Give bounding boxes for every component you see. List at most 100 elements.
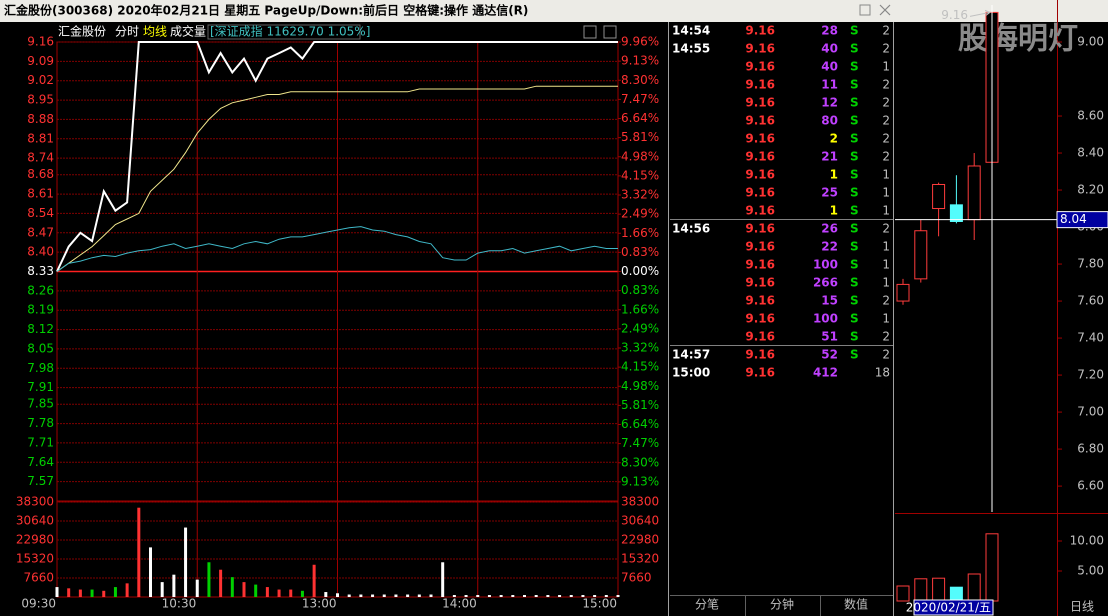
volume-bar [184,527,188,597]
daily-y-tick-label: 7.60 [1077,294,1104,308]
high-arrow [969,9,992,17]
maximize-button[interactable] [859,4,871,16]
y2-tick-label: 3.32% [621,341,659,355]
menu-button[interactable] [603,25,617,39]
volume-bar [581,595,585,597]
header-tab: 成交量 [170,24,206,39]
volume-bar [113,587,117,597]
trade-volume: 51 [821,330,838,344]
daily-y-tick-label: 7.40 [1077,331,1104,345]
trade-side: S [850,330,859,344]
trade-side: S [850,204,859,218]
volume-bar [90,589,94,597]
volume-bar [336,593,339,597]
trade-time: 14:56 [672,222,710,236]
volume-bar [300,590,304,597]
volume-bar [207,562,211,597]
trade-side: S [850,24,859,38]
trade-price: 9.16 [745,276,775,290]
tab[interactable]: 分笔 [695,597,719,612]
trade-price: 9.16 [745,60,775,74]
trade-price: 9.16 [745,222,775,236]
trade-side: S [850,114,859,128]
y2-tick-label: 4.15% [621,168,659,182]
volume-tick-label: 7660 [23,571,54,585]
volume-bar [499,595,503,597]
y2-tick-label: 4.15% [621,360,659,374]
volume-tick-label: 22980 [16,533,54,547]
trade-volume: 100 [813,312,838,326]
trade-count: 1 [882,258,890,272]
volume-bar [324,592,328,597]
volume-bar [55,587,59,597]
daily-volume-bar [914,578,928,602]
volume-tick-label-right: 38300 [621,495,659,509]
trade-volume: 412 [813,366,838,380]
trade-side: S [850,312,859,326]
candle-body [967,165,981,221]
y-tick-label: 8.33 [27,264,54,278]
trade-volume: 52 [821,348,838,362]
tab[interactable]: 数值 [844,597,868,612]
y-tick-label: 8.19 [27,303,54,317]
volume-bar [604,595,608,597]
daily-volume-bar [967,573,981,602]
y-tick-label: 8.47 [27,225,54,239]
y2-tick-label: 1.66% [621,302,659,316]
period-label: 日线 [1070,600,1094,614]
trade-price: 9.16 [745,78,775,92]
volume-bar [452,595,456,597]
trade-volume: 22 [821,240,838,254]
volume-bar [464,595,468,597]
trade-time: 15:00 [672,366,710,380]
x-tick-label: 14:00 [442,597,477,611]
trade-count: 18 [875,366,890,380]
volume-bar [160,582,164,597]
trade-side: S [850,168,859,182]
up-button[interactable] [583,25,597,39]
trade-count: 1 [882,240,890,254]
trade-price: 9.16 [745,24,775,38]
volume-tick-label-right: 22980 [621,533,659,547]
trade-price: 9.16 [745,366,775,380]
trade-price: 9.16 [745,132,775,146]
volume-bar [569,595,573,597]
candle-body [949,204,963,222]
trade-volume: 1 [830,204,838,218]
daily-y-tick-label: 6.80 [1077,442,1104,456]
trade-volume: 26 [821,222,838,236]
trade-volume: 80 [821,114,838,128]
trade-volume: 28 [821,24,838,38]
y2-tick-label: 9.96% [621,35,659,49]
daily-volume-bar [932,577,946,602]
y-tick-label: 8.26 [27,283,54,297]
volume-bar [429,594,433,597]
window-title: 汇金股份(300368) 2020年02月21日 星期五 PageUp/Down… [4,3,528,18]
stock-name: 汇金股份 [58,24,106,39]
y2-tick-label: 6.64% [621,417,659,431]
series-line [56,85,618,272]
trade-side: S [850,186,859,200]
trade-side: S [850,150,859,164]
volume-bar [593,595,597,597]
trade-price: 9.16 [745,168,775,182]
daily-y-tick-label: 7.80 [1077,257,1104,271]
volume-bar [102,590,106,597]
y-tick-label: 8.88 [27,112,54,126]
y-tick-label: 8.12 [27,322,54,336]
y2-tick-label: 7.47% [621,92,659,106]
daily-y-tick-label: 6.60 [1077,479,1104,493]
trade-price: 9.16 [745,186,775,200]
daily-y-tick-label: 8.20 [1077,183,1104,197]
y-tick-label: 7.91 [27,380,54,394]
trade-side: S [850,96,859,110]
tab[interactable]: 分钟 [770,597,794,612]
daily-volume-bar [985,533,999,602]
volume-bar [347,594,351,597]
daily-volume-bar [896,585,910,602]
close-button[interactable] [879,4,891,16]
volume-bar [254,584,258,597]
y-tick-label: 8.40 [27,245,54,259]
